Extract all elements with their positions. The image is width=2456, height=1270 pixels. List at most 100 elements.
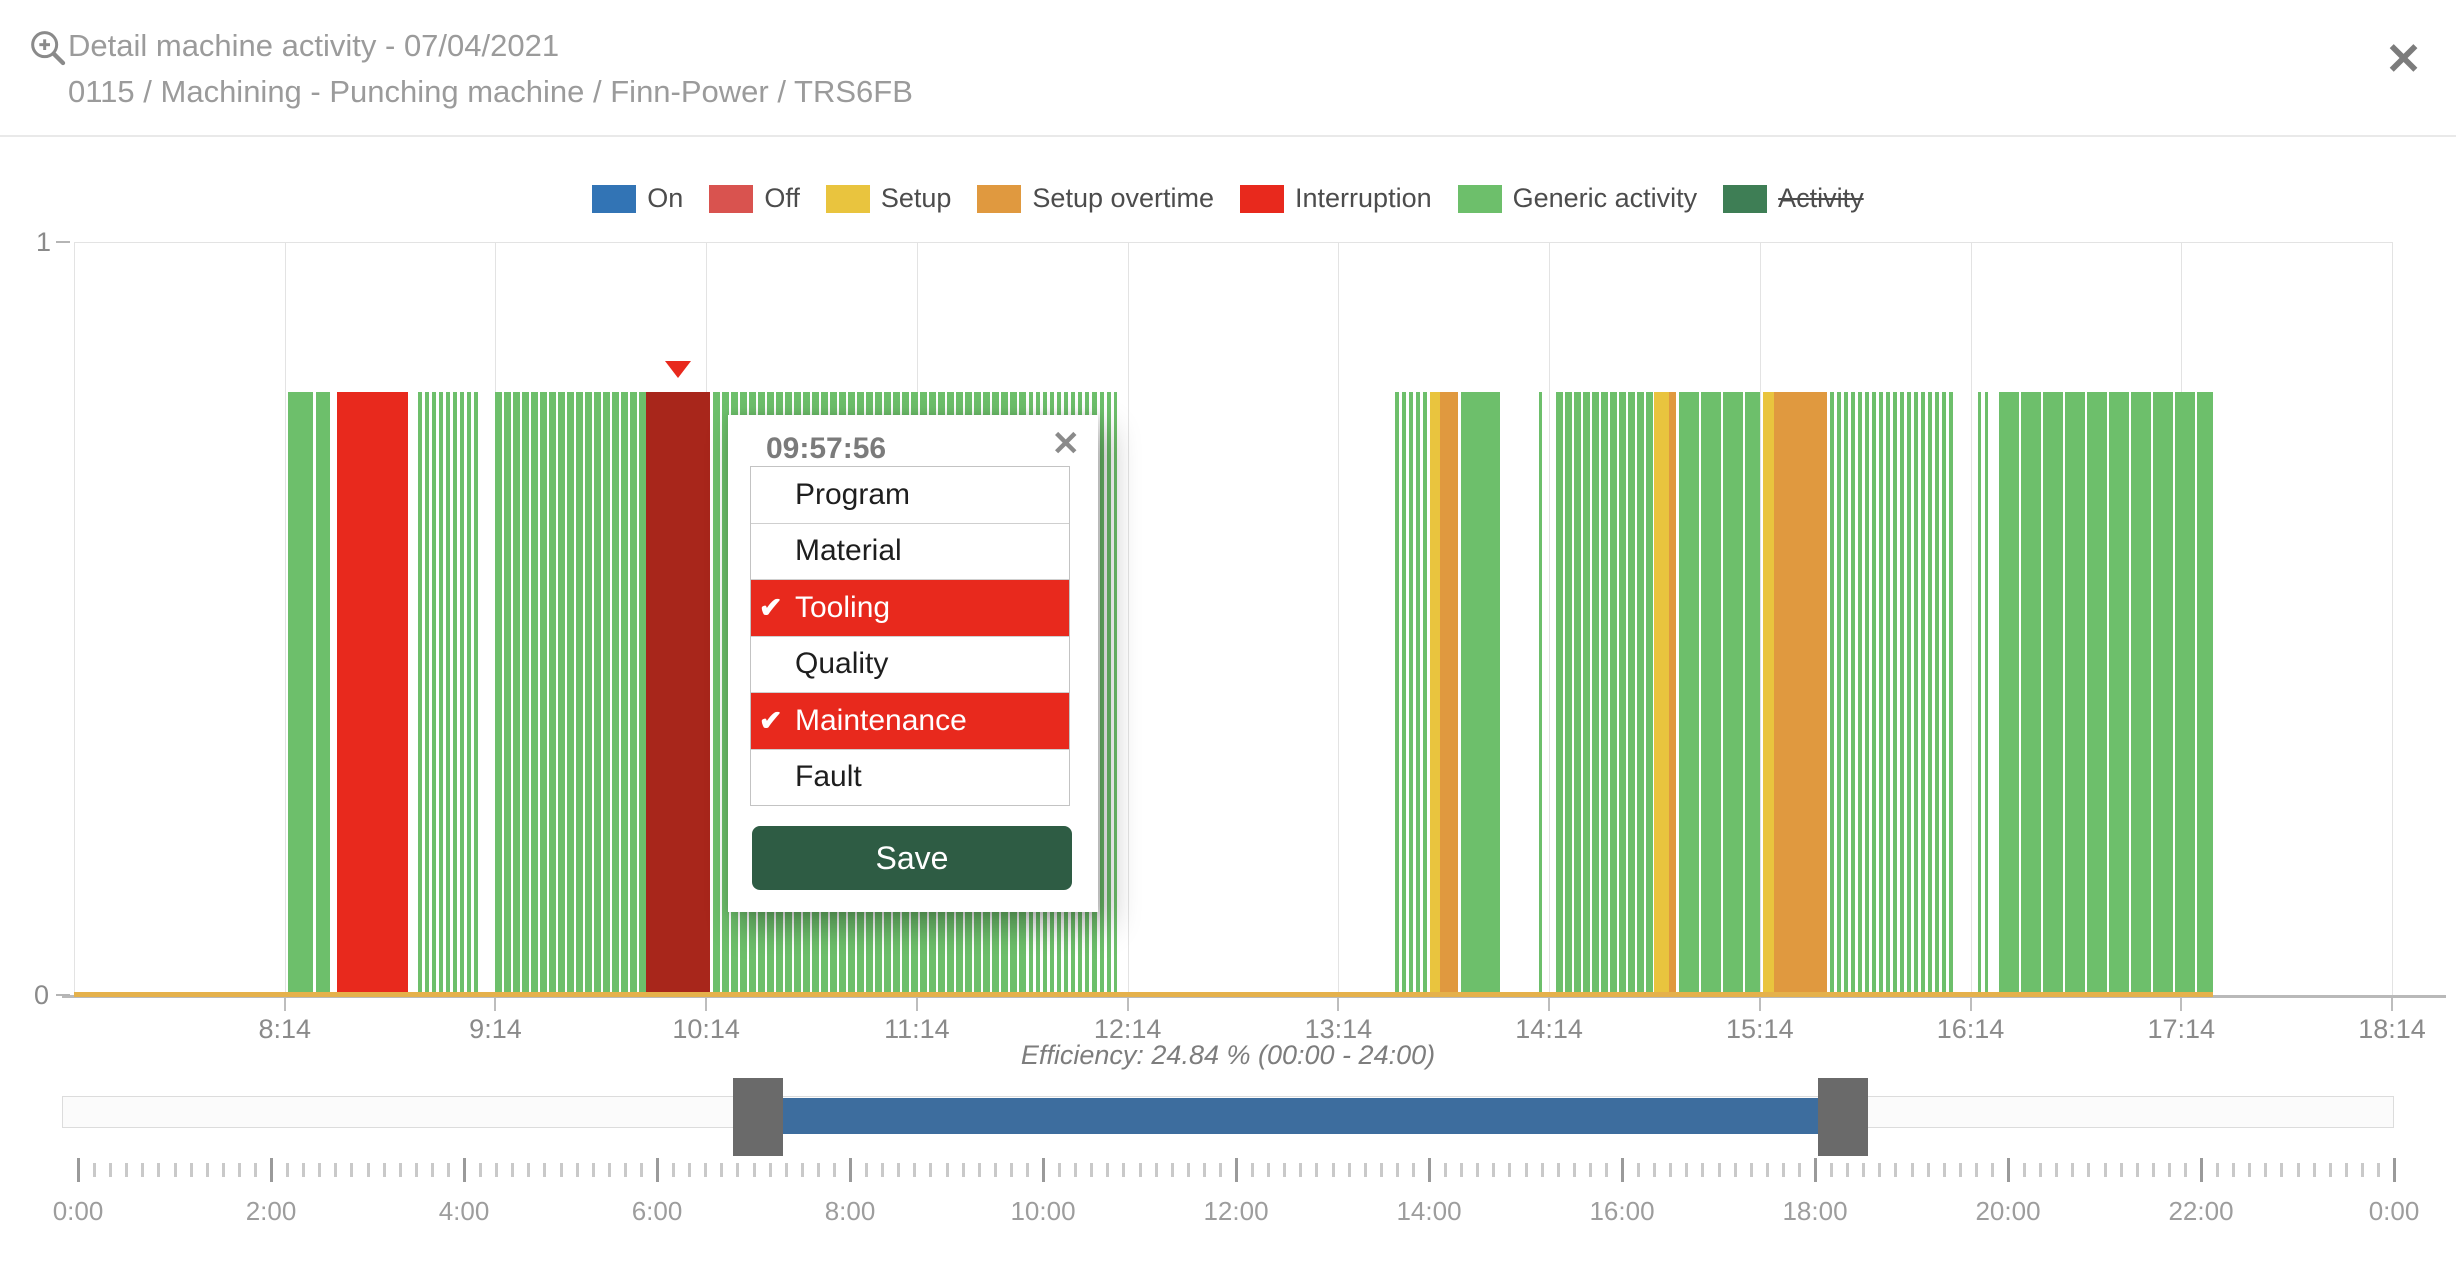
bar-segment-setup[interactable] bbox=[1654, 392, 1669, 995]
plot-top-gridline bbox=[74, 242, 2392, 243]
close-dialog-button[interactable]: ✕ bbox=[2385, 35, 2422, 84]
x-tick-label: 14:14 bbox=[1515, 1014, 1583, 1044]
ruler-major-tick bbox=[77, 1158, 80, 1182]
bar-segment-generic[interactable] bbox=[1984, 392, 1989, 995]
reason-item-tooling[interactable]: ✔ Tooling bbox=[751, 580, 1069, 637]
ruler-minor-tick bbox=[366, 1163, 370, 1177]
bar-segment-generic[interactable] bbox=[1679, 392, 1760, 995]
gridline-hour bbox=[74, 242, 75, 995]
ruler-minor-tick bbox=[511, 1163, 515, 1177]
bar-segment-interruption_selected[interactable] bbox=[646, 392, 710, 995]
ruler-major-tick bbox=[270, 1158, 273, 1182]
x-tick-label: 10:14 bbox=[672, 1014, 740, 1044]
ruler-minor-tick bbox=[800, 1163, 804, 1177]
ruler-minor-tick bbox=[913, 1163, 917, 1177]
bar-segment-generic[interactable] bbox=[1998, 392, 2213, 995]
ruler-minor-tick bbox=[865, 1163, 869, 1177]
legend-item-setup-overtime[interactable]: Setup overtime bbox=[977, 183, 1214, 214]
ruler-minor-tick bbox=[945, 1163, 949, 1177]
ruler-major-tick bbox=[1814, 1158, 1817, 1182]
ruler-minor-tick bbox=[205, 1163, 209, 1177]
bar-segment-interruption[interactable] bbox=[337, 392, 408, 995]
ruler-label: 20:00 bbox=[1975, 1196, 2041, 1226]
x-axis-tick bbox=[915, 998, 918, 1011]
reason-item-maintenance[interactable]: ✔ Maintenance bbox=[751, 693, 1069, 750]
reason-item-quality[interactable]: ✔Quality bbox=[751, 637, 1069, 693]
reason-item-fault[interactable]: ✔Fault bbox=[751, 750, 1069, 806]
ruler-label: 6:00 bbox=[631, 1196, 683, 1226]
ruler-label: 0:00 bbox=[52, 1196, 104, 1226]
bar-segment-generic[interactable] bbox=[1461, 392, 1500, 995]
gridline-hour bbox=[284, 242, 286, 995]
ruler-minor-tick bbox=[1765, 1163, 1769, 1177]
ruler-minor-tick bbox=[237, 1163, 241, 1177]
page-title: Detail machine activity - 07/04/2021 bbox=[68, 28, 560, 63]
legend-swatch bbox=[592, 184, 637, 213]
legend-swatch bbox=[977, 184, 1022, 213]
bar-segment-setup[interactable] bbox=[1763, 392, 1774, 995]
ruler-label: 10:00 bbox=[1010, 1196, 1076, 1226]
legend-item-interruption[interactable]: Interruption bbox=[1240, 183, 1432, 214]
bar-segment-setup[interactable] bbox=[1429, 392, 1441, 995]
bar-segment-setup_overtime[interactable] bbox=[1773, 392, 1827, 995]
ruler-minor-tick bbox=[1251, 1163, 1255, 1177]
ruler-minor-tick bbox=[479, 1163, 483, 1177]
bar-segment-generic[interactable] bbox=[1394, 392, 1430, 995]
save-button[interactable]: Save bbox=[752, 826, 1072, 890]
ruler-minor-tick bbox=[1363, 1163, 1367, 1177]
bar-segment-generic[interactable] bbox=[316, 392, 331, 995]
ruler-label: 14:00 bbox=[1396, 1196, 1462, 1226]
bar-segment-generic[interactable] bbox=[1830, 392, 1957, 995]
ruler-minor-tick bbox=[2328, 1163, 2332, 1177]
legend-item-activity[interactable]: Activity bbox=[1723, 183, 1864, 214]
ruler-minor-tick bbox=[1154, 1163, 1158, 1177]
ruler-minor-tick bbox=[495, 1163, 499, 1177]
reason-label: Program bbox=[795, 477, 911, 511]
selected-interruption-marker-icon bbox=[665, 361, 692, 378]
ruler-major-tick bbox=[1621, 1158, 1624, 1182]
bar-segment-setup_overtime[interactable] bbox=[1668, 392, 1676, 995]
legend-item-generic-activity[interactable]: Generic activity bbox=[1457, 183, 1697, 214]
ruler-minor-tick bbox=[2055, 1163, 2059, 1177]
bar-segment-generic[interactable] bbox=[418, 392, 482, 995]
ruler-minor-tick bbox=[1572, 1163, 1576, 1177]
x-axis-tick bbox=[1758, 998, 1761, 1011]
reason-item-material[interactable]: ✔Material bbox=[751, 524, 1069, 580]
bar-segment-setup_overtime[interactable] bbox=[1440, 392, 1458, 995]
ruler-minor-tick bbox=[1299, 1163, 1303, 1177]
gridline-hour bbox=[1970, 242, 1972, 995]
legend-label: On bbox=[647, 183, 684, 213]
ruler-label: 2:00 bbox=[245, 1196, 297, 1226]
reason-item-program[interactable]: ✔Program bbox=[751, 467, 1069, 524]
bar-segment-generic[interactable] bbox=[1538, 392, 1543, 995]
popup-close-icon[interactable]: ✕ bbox=[1051, 425, 1081, 463]
legend-item-on[interactable]: On bbox=[592, 183, 683, 214]
bar-segment-generic[interactable] bbox=[1556, 392, 1655, 995]
bar-segment-generic[interactable] bbox=[495, 392, 647, 995]
bar-segment-generic[interactable] bbox=[288, 392, 313, 995]
time-range-slider-selection[interactable] bbox=[758, 1098, 1844, 1134]
ruler-minor-tick bbox=[1106, 1163, 1110, 1177]
ruler-minor-tick bbox=[1395, 1163, 1399, 1177]
ruler-label: 22:00 bbox=[2168, 1196, 2234, 1226]
baseline-setup-line bbox=[74, 992, 2213, 997]
ruler-major-tick bbox=[1235, 1158, 1238, 1182]
legend-item-off[interactable]: Off bbox=[709, 183, 800, 214]
x-axis-tick bbox=[2391, 998, 2393, 1011]
ruler-minor-tick bbox=[929, 1163, 933, 1177]
ruler-minor-tick bbox=[591, 1163, 595, 1177]
legend-item-setup[interactable]: Setup bbox=[825, 183, 951, 214]
y-label-top: 1 bbox=[36, 227, 52, 257]
ruler-minor-tick bbox=[1347, 1163, 1351, 1177]
ruler-minor-tick bbox=[334, 1163, 338, 1177]
ruler-minor-tick bbox=[350, 1163, 354, 1177]
reason-label: Material bbox=[795, 534, 902, 568]
legend-swatch bbox=[825, 184, 870, 213]
ruler-minor-tick bbox=[1444, 1163, 1448, 1177]
slider-handle-right[interactable] bbox=[1818, 1078, 1869, 1156]
zoom-in-icon bbox=[28, 28, 68, 68]
legend-label: Activity bbox=[1778, 183, 1864, 213]
slider-handle-left[interactable] bbox=[733, 1078, 784, 1156]
bar-segment-generic[interactable] bbox=[1977, 392, 1982, 995]
ruler-minor-tick bbox=[1846, 1163, 1850, 1177]
